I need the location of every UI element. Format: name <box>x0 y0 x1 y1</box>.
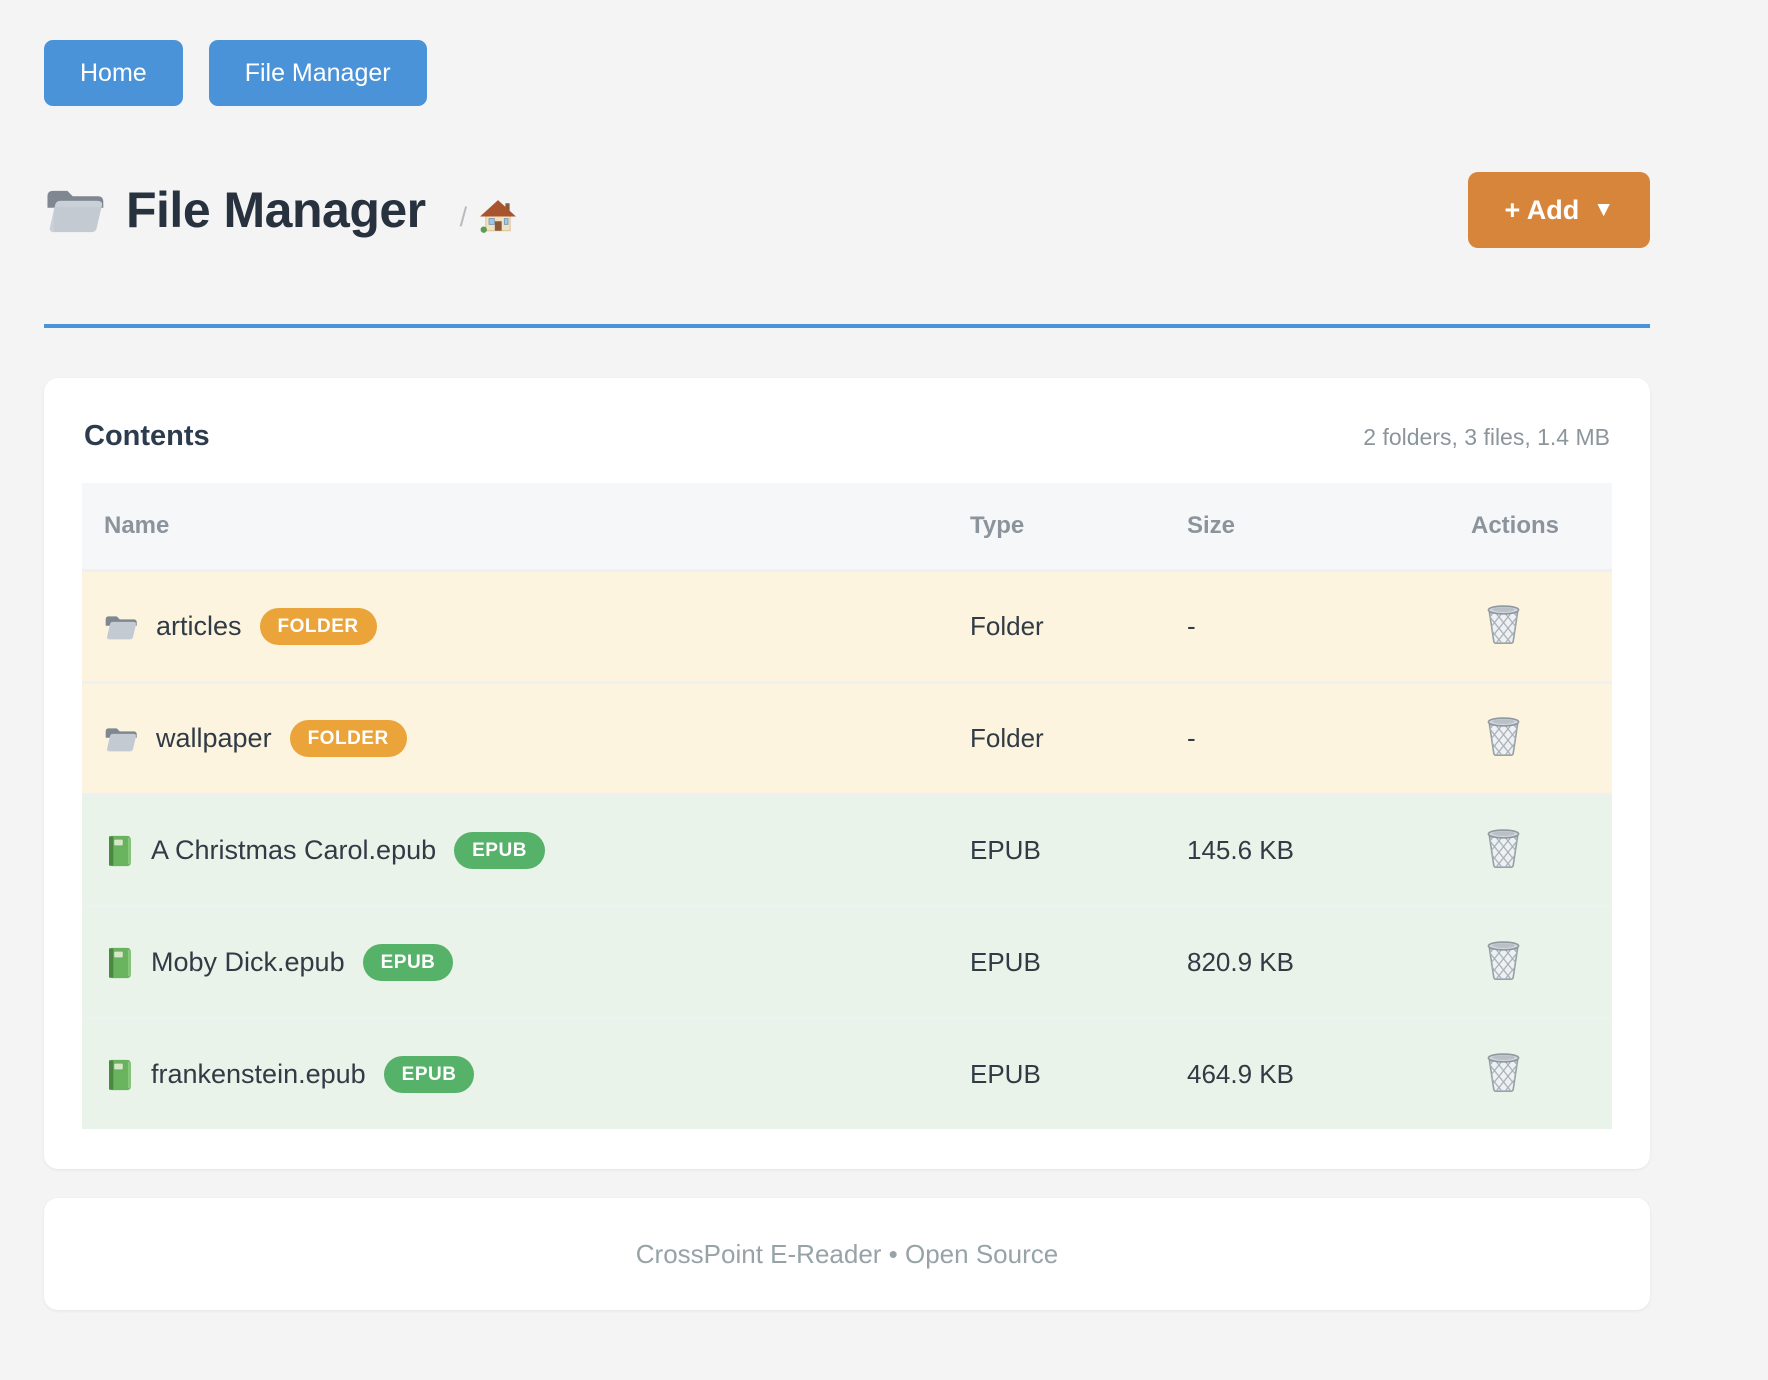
type-badge: EPUB <box>362 944 454 981</box>
cell-size: 820.9 KB <box>1187 947 1294 977</box>
row-name: A Christmas Carol.epub <box>151 835 437 865</box>
contents-summary: 2 folders, 3 files, 1.4 MB <box>1363 424 1610 450</box>
add-button-label: + Add <box>1504 194 1580 225</box>
delete-button[interactable] <box>1483 1050 1524 1095</box>
book-icon <box>109 835 131 866</box>
home-nav-button[interactable]: Home <box>44 40 183 106</box>
actions-cell <box>1471 826 1612 876</box>
file-manager-nav-button[interactable]: File Manager <box>208 40 427 106</box>
table-row[interactable]: Moby Dick.epub EPUB EPUB 820.9 KB <box>82 905 1612 1017</box>
folder-icon <box>105 727 137 751</box>
footer: CrossPoint E-Reader • Open Source <box>44 1198 1650 1310</box>
cell-type: Folder <box>970 723 1044 753</box>
name-cell: Moby Dick.epub EPUB <box>82 944 970 981</box>
delete-button[interactable] <box>1483 938 1524 983</box>
actions-cell <box>1471 714 1612 764</box>
add-button[interactable]: + Add ▼ <box>1468 172 1650 248</box>
trash-icon <box>1487 828 1520 868</box>
row-name: frankenstein.epub <box>151 1059 366 1089</box>
column-header-size: Size <box>1187 512 1236 539</box>
name-cell: frankenstein.epub EPUB <box>82 1056 970 1093</box>
table-row[interactable]: A Christmas Carol.epub EPUB EPUB 145.6 K… <box>82 793 1612 905</box>
breadcrumb-separator: / <box>459 201 468 232</box>
folder-icon <box>47 190 104 233</box>
delete-button[interactable] <box>1483 602 1524 647</box>
title-group: File Manager / <box>44 181 517 239</box>
page-title: File Manager <box>126 182 426 238</box>
contents-card: Contents 2 folders, 3 files, 1.4 MB Name… <box>44 378 1650 1169</box>
trash-icon <box>1487 940 1520 980</box>
table-body: articles FOLDER Folder - <box>82 569 1612 1129</box>
contents-table: Name Type Size Actions articles FOLDER F… <box>82 483 1612 1129</box>
row-name: articles <box>156 611 242 641</box>
column-header-actions: Actions <box>1471 512 1560 539</box>
contents-card-head: Contents 2 folders, 3 files, 1.4 MB <box>82 420 1612 453</box>
cell-type: EPUB <box>970 1059 1041 1089</box>
top-nav: Home File Manager <box>44 40 427 106</box>
type-badge: FOLDER <box>259 608 377 645</box>
name-cell: A Christmas Carol.epub EPUB <box>82 832 970 869</box>
contents-heading: Contents <box>84 420 210 452</box>
breadcrumb: / <box>460 199 518 235</box>
cell-size: 145.6 KB <box>1187 835 1294 865</box>
table-row[interactable]: articles FOLDER Folder - <box>82 569 1612 681</box>
type-badge: FOLDER <box>289 720 407 757</box>
table-row[interactable]: wallpaper FOLDER Folder - <box>82 681 1612 793</box>
delete-button[interactable] <box>1483 714 1524 759</box>
cell-size: - <box>1187 723 1196 753</box>
delete-button[interactable] <box>1483 826 1524 871</box>
footer-text: CrossPoint E-Reader • Open Source <box>635 1238 1059 1269</box>
actions-cell <box>1471 602 1612 652</box>
name-cell: articles FOLDER <box>82 608 970 645</box>
type-badge: EPUB <box>454 832 545 869</box>
actions-cell <box>1471 938 1612 988</box>
home-icon[interactable] <box>479 199 517 235</box>
cell-size: 464.9 KB <box>1187 1059 1294 1089</box>
page-header: File Manager / + Add ▼ <box>44 172 1650 248</box>
table-row[interactable]: frankenstein.epub EPUB EPUB 464.9 KB <box>82 1017 1612 1129</box>
header-divider <box>44 324 1650 328</box>
cell-type: EPUB <box>970 947 1041 977</box>
row-name: wallpaper <box>156 723 272 753</box>
type-badge: EPUB <box>383 1056 475 1093</box>
cell-type: Folder <box>970 611 1044 641</box>
folder-icon <box>105 615 137 639</box>
row-name: Moby Dick.epub <box>151 947 345 977</box>
actions-cell <box>1471 1050 1612 1100</box>
caret-down-icon: ▼ <box>1593 198 1614 221</box>
book-icon <box>109 947 131 978</box>
trash-icon <box>1487 604 1520 644</box>
trash-icon <box>1487 1052 1520 1092</box>
table-header-row: Name Type Size Actions <box>82 483 1612 569</box>
cell-type: EPUB <box>970 835 1041 865</box>
name-cell: wallpaper FOLDER <box>82 720 970 757</box>
book-icon <box>109 1059 131 1090</box>
trash-icon <box>1487 716 1520 756</box>
column-header-name: Name <box>104 512 170 539</box>
cell-size: - <box>1187 611 1196 641</box>
column-header-type: Type <box>970 512 1025 539</box>
